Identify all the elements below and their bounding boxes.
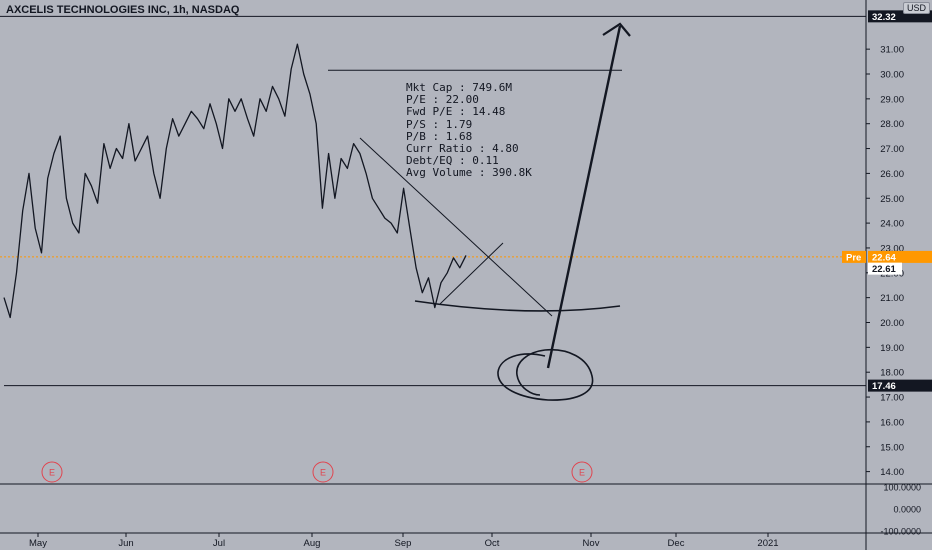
target-circle[interactable]	[497, 349, 594, 401]
time-tick-label: Nov	[583, 538, 600, 549]
price-label: 22.64	[872, 252, 896, 263]
price-label: 17.46	[872, 381, 896, 392]
price-label: 22.61	[872, 264, 896, 275]
time-axis[interactable]: May Jun Jul Aug Sep Oct Nov Dec 2021	[29, 533, 779, 549]
trend-line-ascending[interactable]	[439, 242, 504, 305]
support-arc[interactable]	[414, 300, 621, 312]
price-label: 32.32	[872, 12, 896, 23]
time-tick-label: Oct	[485, 538, 500, 549]
stat-forward-pe: Fwd P/E : 14.48	[406, 105, 506, 119]
price-tick-label: 15.00	[880, 442, 904, 453]
currency-badge[interactable]: USD	[902, 2, 930, 14]
fundamentals-box: Mkt Cap : 749.6M P/E : 22.00 Fwd P/E : 1…	[406, 81, 532, 180]
stat-market-cap: Mkt Cap : 749.6M	[406, 81, 512, 94]
earnings-marker-label: E	[320, 468, 326, 478]
price-tick-label: 17.00	[880, 393, 904, 404]
price-tick-label: 28.00	[880, 119, 904, 130]
price-tick-label: 19.00	[880, 343, 904, 354]
time-tick-label: Sep	[395, 538, 412, 549]
time-tick-label: Aug	[304, 538, 321, 549]
trend-line-descending[interactable]	[359, 137, 553, 317]
earnings-marker[interactable]	[312, 461, 334, 483]
price-tick-label: 27.00	[880, 144, 904, 155]
stat-current-ratio: Curr Ratio : 4.80	[406, 142, 519, 156]
drawings[interactable]	[359, 22, 631, 401]
price-axis[interactable]: 14.00 15.00 16.00 17.00 18.00 19.00 20.00 21.00…	[866, 45, 904, 478]
price-tick-label: 20.00	[880, 318, 904, 329]
price-tick-label: 14.00	[880, 467, 904, 478]
earnings-marker[interactable]	[41, 461, 63, 483]
target-arrow-head[interactable]	[602, 22, 631, 37]
price-tick-label: 23.00	[880, 243, 904, 254]
price-tick-label: 24.00	[880, 219, 904, 230]
indicator-tick-label: -100.0000	[880, 527, 921, 537]
target-arrow-shaft[interactable]	[546, 25, 622, 369]
horizontal-levels[interactable]	[0, 15, 866, 387]
price-tick-label: 26.00	[880, 169, 904, 180]
chart-title: AXCELIS TECHNOLOGIES INC, 1h, NASDAQ	[6, 4, 240, 16]
time-tick-label: Jul	[213, 538, 225, 549]
time-tick-label: Jun	[118, 538, 133, 549]
time-tick-label: May	[29, 538, 47, 549]
earnings-marker-label: E	[49, 468, 55, 478]
earnings-marker-label: E	[579, 468, 585, 478]
stat-ps: P/S : 1.79	[406, 117, 473, 131]
price-label-bg	[868, 262, 902, 275]
stat-avg-volume: Avg Volume : 390.8K	[406, 166, 532, 180]
price-tick-label: 30.00	[880, 70, 904, 81]
price-label: Pre	[846, 252, 861, 263]
price-tick-label: 16.00	[880, 417, 904, 428]
price-tick-label: 25.00	[880, 194, 904, 205]
price-line	[3, 43, 467, 319]
indicator-axis: 100.0000 0.0000 -100.0000	[880, 483, 921, 537]
earnings-marker[interactable]	[571, 461, 593, 483]
price-label-bg	[868, 379, 932, 392]
time-tick-label: 2021	[757, 538, 778, 549]
price-series	[3, 43, 467, 319]
price-tick-label: 29.00	[880, 94, 904, 105]
time-tick-label: Dec	[668, 538, 685, 549]
price-label-bg	[842, 250, 866, 263]
price-tick-label: 21.00	[880, 293, 904, 304]
price-tick-label: 18.00	[880, 368, 904, 379]
price-label-bg	[868, 250, 932, 263]
indicator-tick-label: 100.0000	[883, 483, 921, 493]
stat-pe: P/E : 22.00	[406, 93, 479, 107]
stat-debt-equity: Debt/EQ : 0.11	[406, 154, 499, 168]
price-tick-label: 31.00	[880, 45, 904, 56]
indicator-tick-label: 0.0000	[893, 505, 921, 515]
stat-pb: P/B : 1.68	[406, 129, 473, 143]
